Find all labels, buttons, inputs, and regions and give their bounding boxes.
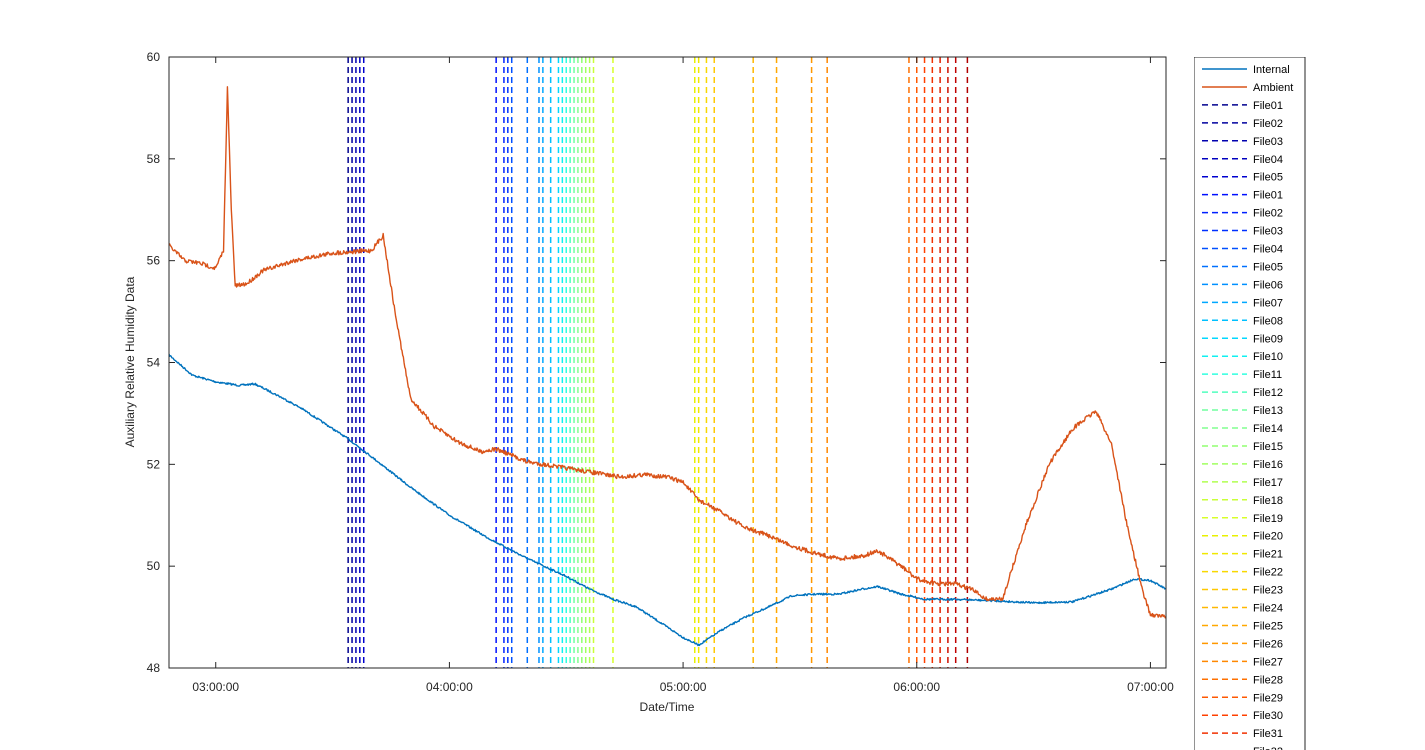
legend-label: File01 xyxy=(1253,190,1283,202)
legend-label: File22 xyxy=(1253,567,1283,579)
series-line-internal xyxy=(169,353,1166,647)
legend-label: Ambient xyxy=(1253,82,1293,94)
x-tick-label: 03:00:00 xyxy=(192,680,239,694)
legend-label: File20 xyxy=(1253,531,1283,543)
y-tick-label: 58 xyxy=(147,152,161,166)
legend-label: File04 xyxy=(1253,154,1283,166)
y-axis-ticks: 48 50 52 54 56 58 60 xyxy=(147,50,1166,675)
y-tick-label: 60 xyxy=(147,50,161,64)
legend-label: File03 xyxy=(1253,226,1283,238)
legend-label: File28 xyxy=(1253,674,1283,686)
plot-background xyxy=(169,57,1166,668)
legend-label: File30 xyxy=(1253,710,1283,722)
legend-label: File15 xyxy=(1253,441,1283,453)
y-tick-label: 50 xyxy=(147,559,161,573)
legend-label: File01 xyxy=(1253,100,1283,112)
legend-label: File29 xyxy=(1253,692,1283,704)
y-tick-label: 54 xyxy=(147,356,161,370)
legend-label: File12 xyxy=(1253,387,1283,399)
legend-label: File27 xyxy=(1253,656,1283,668)
legend-label: File19 xyxy=(1253,513,1283,525)
legend-label: File02 xyxy=(1253,208,1283,220)
x-axis-label: Date/Time xyxy=(640,700,695,714)
legend-label: File25 xyxy=(1253,620,1283,632)
x-tick-label: 04:00:00 xyxy=(426,680,473,694)
x-axis-ticks: 03:00:00 04:00:00 05:00:00 06:00:00 07:00:00 xyxy=(192,57,1174,694)
legend-label: File07 xyxy=(1253,297,1283,309)
y-tick-label: 52 xyxy=(147,457,161,471)
legend-label: File16 xyxy=(1253,459,1283,471)
legend-label: File11 xyxy=(1253,369,1282,381)
x-tick-label: 06:00:00 xyxy=(893,680,940,694)
legend-entries: Internal Ambient File01 File02 File03 File04 F… xyxy=(1202,64,1293,750)
legend-label: File10 xyxy=(1253,351,1283,363)
x-tick-label: 07:00:00 xyxy=(1127,680,1174,694)
file-marker-lines xyxy=(347,57,969,668)
y-tick-label: 56 xyxy=(147,254,161,268)
legend-label: Internal xyxy=(1253,64,1290,76)
legend-label: File05 xyxy=(1253,172,1283,184)
legend-box xyxy=(1194,57,1306,750)
legend-label: File09 xyxy=(1253,333,1283,345)
y-axis-label: Auxiliary Relative Humidity Data xyxy=(123,276,137,447)
legend-label: File17 xyxy=(1253,477,1283,489)
series-lines xyxy=(169,86,1166,647)
legend-label: File02 xyxy=(1253,118,1283,130)
legend-label: File08 xyxy=(1253,315,1283,327)
legend-label: File21 xyxy=(1253,549,1283,561)
legend-label: File26 xyxy=(1253,638,1283,650)
legend-label: File04 xyxy=(1253,244,1283,256)
legend-label: File24 xyxy=(1253,603,1283,615)
legend-label: File32 xyxy=(1253,746,1283,750)
legend: Internal Ambient File01 File02 File03 File04 F… xyxy=(1194,57,1306,750)
series-line-ambient xyxy=(169,86,1166,619)
legend-label: File13 xyxy=(1253,405,1283,417)
legend-label: File14 xyxy=(1253,423,1283,435)
legend-label: File18 xyxy=(1253,495,1283,507)
legend-label: File31 xyxy=(1253,728,1283,740)
y-tick-label: 48 xyxy=(147,661,161,675)
legend-label: File23 xyxy=(1253,585,1283,597)
legend-label: File06 xyxy=(1253,279,1283,291)
legend-label: File05 xyxy=(1253,261,1283,273)
x-tick-label: 05:00:00 xyxy=(660,680,707,694)
legend-label: File03 xyxy=(1253,136,1283,148)
